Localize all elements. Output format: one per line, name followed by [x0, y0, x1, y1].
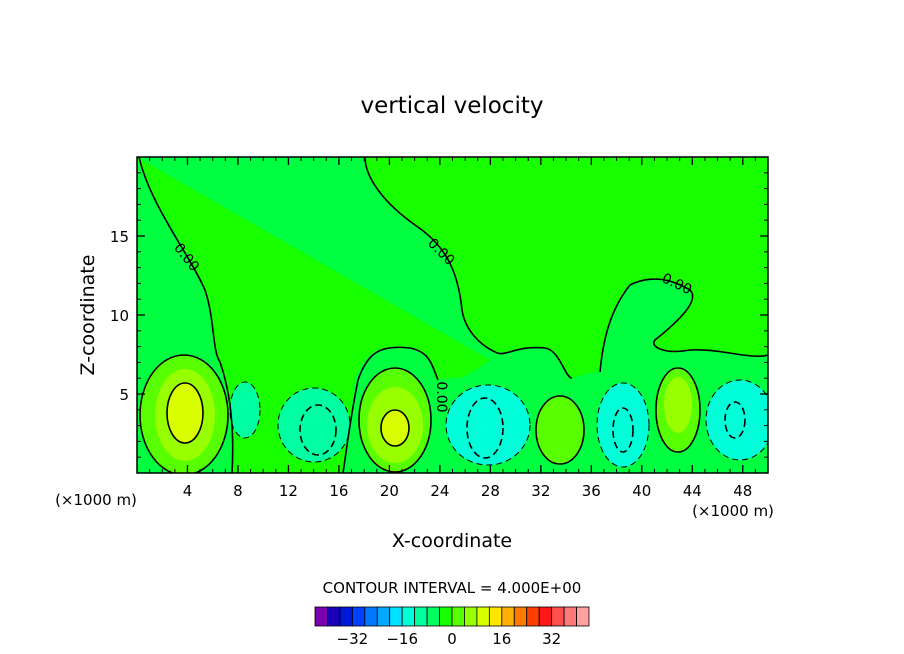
x-tick-label: 24	[430, 482, 449, 500]
y-unit-label: (×1000 m)	[55, 491, 137, 509]
colorbar-swatch	[526, 606, 540, 627]
x-tick-label: 36	[582, 482, 601, 500]
colorbar-swatch	[414, 606, 428, 627]
contour-neg-4	[705, 379, 768, 461]
contour-pos-1-a	[139, 354, 229, 473]
pos-cell-1-core	[167, 383, 203, 443]
x-tick-label: 48	[733, 482, 752, 500]
colorbar-swatch	[339, 606, 353, 627]
colorbar-tick-label: −32	[337, 630, 369, 648]
y-tick-label: 15	[110, 228, 129, 246]
colorbar-swatch	[513, 606, 528, 627]
colorbar-swatch	[426, 606, 440, 627]
colorbar-tick-label: 16	[492, 630, 511, 648]
colorbar-swatch	[327, 606, 341, 627]
contour-field	[137, 157, 768, 473]
colorbar-swatch	[364, 606, 378, 627]
contour-neg-0	[229, 381, 261, 439]
colorbar-swatch	[538, 606, 553, 627]
colorbar-swatch	[501, 606, 515, 627]
neg-cell-3	[597, 383, 649, 467]
colorbar	[314, 606, 590, 627]
neg-cell-4	[706, 380, 768, 460]
contour-neg-3	[596, 382, 650, 468]
x-tick-label: 32	[531, 482, 550, 500]
pos-cell-3	[536, 396, 584, 464]
contour-neg-2	[445, 384, 531, 466]
contour-pos-1-b	[166, 382, 204, 444]
colorbar-swatch	[439, 606, 453, 627]
zero-contour-right	[599, 278, 768, 373]
neg-cell-1	[278, 388, 350, 462]
pos-cell-4-core	[664, 377, 692, 433]
contour-pos-2-a	[358, 367, 432, 473]
neg-cell-0	[230, 382, 260, 438]
neg-cell-2	[446, 385, 530, 465]
colorbar-swatch	[464, 606, 478, 627]
colorbar-swatch	[376, 606, 391, 627]
x-tick-label: 44	[683, 482, 702, 500]
y-axis-label: Z-coordinate	[77, 255, 99, 376]
contour-label: 0.00	[433, 381, 449, 412]
contour-neg-3-inner	[612, 407, 634, 453]
colorbar-swatch	[476, 606, 490, 627]
x-tick-label: 4	[183, 482, 193, 500]
colorbar-swatch	[563, 606, 577, 627]
pos-cell-2-core	[381, 410, 409, 446]
colorbar-swatch	[576, 606, 590, 627]
contour-pos-3	[535, 395, 585, 465]
colorbar-swatch	[488, 606, 503, 627]
y-tick-label: 5	[119, 386, 129, 404]
x-tick-label: 16	[329, 482, 348, 500]
x-tick-label: 28	[481, 482, 500, 500]
band-0-4-upper	[137, 157, 545, 360]
contour-neg-1	[277, 387, 351, 463]
colorbar-swatch	[451, 606, 465, 627]
x-tick-label: 40	[632, 482, 651, 500]
x-tick-label: 8	[233, 482, 243, 500]
colorbar-swatch	[314, 606, 328, 627]
colorbar-tick-label: 0	[447, 630, 457, 648]
zero-contour-low	[342, 346, 439, 473]
contour-pos-2-b	[380, 409, 410, 447]
chart-title: vertical velocity	[361, 93, 544, 119]
contour-neg-1-inner	[299, 404, 337, 456]
x-tick-label: 20	[380, 482, 399, 500]
colorbar-swatch	[351, 606, 366, 627]
x-tick-label: 12	[279, 482, 298, 500]
contour-neg-4-inner	[724, 401, 746, 439]
colorbar-swatch	[389, 606, 403, 627]
contour-interval-label: CONTOUR INTERVAL = 4.000E+00	[323, 579, 582, 597]
contour-neg-2-inner	[466, 397, 504, 459]
colorbar-tick-label: −16	[386, 630, 418, 648]
contour-pos-4	[655, 367, 701, 453]
colorbar-swatch	[401, 606, 416, 627]
colorbar-swatch	[551, 606, 565, 627]
x-axis-label: X-coordinate	[392, 530, 512, 552]
colorbar-tick-label: 32	[542, 630, 561, 648]
y-tick-label: 10	[110, 307, 129, 325]
x-unit-label: (×1000 m)	[692, 502, 774, 520]
zero-contour-middle	[364, 157, 573, 379]
